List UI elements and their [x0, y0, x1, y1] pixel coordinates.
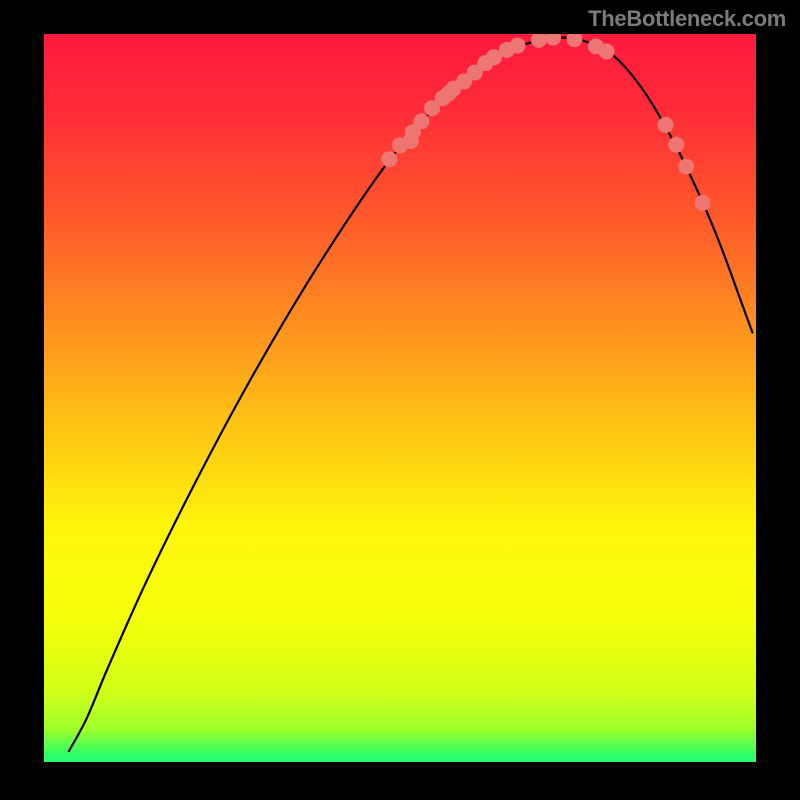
chart-container: TheBottleneck.com	[0, 0, 800, 800]
chart-svg	[44, 34, 756, 762]
watermark-text: TheBottleneck.com	[588, 6, 786, 32]
plot-area	[44, 34, 756, 762]
